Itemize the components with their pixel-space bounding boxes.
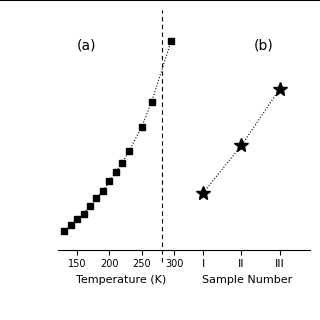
Text: (b): (b)	[253, 38, 273, 52]
Text: (a): (a)	[76, 38, 96, 52]
X-axis label: Sample Number: Sample Number	[202, 275, 292, 285]
X-axis label: Temperature (K): Temperature (K)	[76, 275, 166, 285]
